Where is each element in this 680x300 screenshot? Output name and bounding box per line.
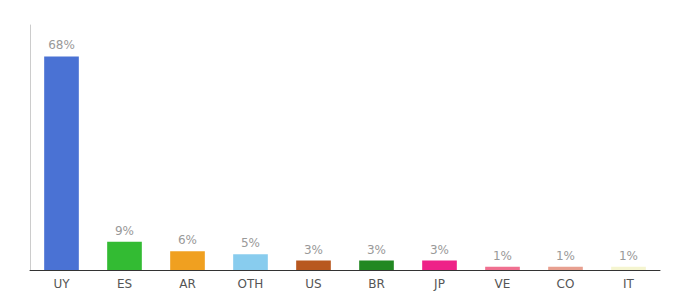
svg-text:US: US <box>305 277 321 291</box>
svg-text:OTH: OTH <box>238 277 264 291</box>
svg-text:3%: 3% <box>367 243 386 257</box>
svg-text:AR: AR <box>179 277 196 291</box>
svg-text:3%: 3% <box>304 243 323 257</box>
svg-text:1%: 1% <box>493 249 512 263</box>
svg-text:9%: 9% <box>115 224 134 238</box>
svg-text:6%: 6% <box>178 233 197 247</box>
svg-text:1%: 1% <box>556 249 575 263</box>
svg-text:BR: BR <box>368 277 385 291</box>
svg-text:3%: 3% <box>430 243 449 257</box>
svg-text:68%: 68% <box>48 38 75 52</box>
svg-text:JP: JP <box>433 277 445 291</box>
svg-text:ES: ES <box>117 277 132 291</box>
svg-text:5%: 5% <box>241 236 260 250</box>
svg-text:1%: 1% <box>619 249 638 263</box>
svg-text:CO: CO <box>557 277 575 291</box>
svg-text:IT: IT <box>623 277 635 291</box>
svg-text:UY: UY <box>53 277 70 291</box>
svg-text:VE: VE <box>495 277 511 291</box>
